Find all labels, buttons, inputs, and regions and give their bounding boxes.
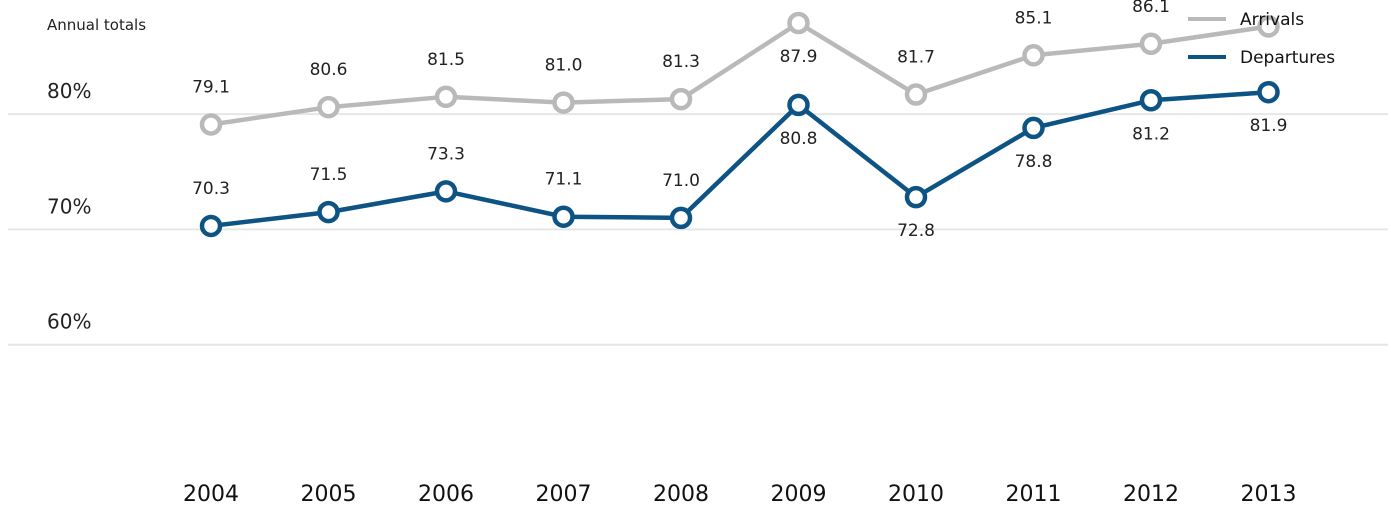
data-label: 79.1 (192, 77, 230, 97)
legend-label: Arrivals (1240, 10, 1304, 30)
data-point (199, 214, 223, 238)
x-tick-label: 2006 (418, 482, 474, 507)
data-point (552, 91, 575, 114)
data-point (1139, 89, 1163, 112)
data-point (787, 11, 810, 35)
chart-subtitle: Annual totals (47, 16, 146, 34)
x-tick-label: 2012 (1123, 482, 1179, 507)
series-line (208, 89, 1271, 229)
data-point (1022, 116, 1045, 140)
data-point (434, 85, 458, 109)
data-labels: 79.180.681.581.081.387.981.785.186.187.6… (192, 0, 1287, 241)
series-line (208, 20, 1271, 127)
data-label: 81.9 (1250, 116, 1288, 136)
data-label: 78.8 (1015, 152, 1053, 172)
x-tick-label: 2004 (183, 482, 239, 507)
data-label: 86.1 (1132, 0, 1170, 17)
data-point (552, 205, 575, 228)
y-axis-ticks: 60%70%80%90% (47, 79, 91, 334)
x-tick-label: 2007 (536, 482, 592, 507)
x-tick-label: 2010 (888, 482, 944, 507)
legend: Arrivals Departures (1188, 10, 1335, 68)
data-label: 71.1 (545, 170, 583, 190)
data-label: 81.3 (662, 52, 700, 72)
data-label: 71.5 (310, 165, 348, 185)
x-tick-label: 2011 (1006, 482, 1062, 507)
data-point (1257, 80, 1280, 104)
data-point (904, 185, 928, 209)
data-label: 81.2 (1132, 124, 1170, 144)
series (199, 11, 1280, 238)
data-label: 71.0 (662, 171, 700, 191)
legend-label: Departures (1240, 48, 1335, 68)
data-label: 70.3 (192, 179, 230, 199)
y-tick-label: 70% (47, 194, 91, 218)
data-point (1139, 32, 1163, 56)
y-tick-label: 80% (47, 79, 91, 103)
data-point (317, 200, 340, 224)
data-point (669, 87, 693, 111)
data-label: 81.5 (427, 50, 465, 70)
data-label: 85.1 (1015, 8, 1053, 28)
x-tick-label: 2005 (301, 482, 357, 507)
data-point (199, 113, 223, 136)
data-point (317, 95, 340, 119)
data-label: 80.8 (780, 129, 818, 149)
data-point (787, 93, 810, 117)
gridlines (8, 113, 1388, 346)
x-tick-label: 2009 (771, 482, 827, 507)
data-label: 87.9 (780, 47, 818, 67)
data-point (434, 180, 458, 203)
x-tick-label: 2013 (1241, 482, 1297, 507)
data-label: 72.8 (897, 221, 935, 241)
y-tick-label: 60% (47, 310, 91, 334)
data-point (904, 83, 928, 106)
data-label: 73.3 (427, 144, 465, 164)
data-label: 81.7 (897, 47, 935, 67)
data-point (1022, 44, 1045, 67)
data-point (1257, 15, 1280, 38)
data-point (669, 206, 693, 230)
x-axis-ticks: 2004 2005 2006 2007 2008 2009 2010 2011 2012 2013 (183, 482, 1297, 507)
x-tick-label: 2008 (653, 482, 709, 507)
data-label: 81.0 (545, 56, 583, 76)
data-label: 80.6 (310, 60, 348, 80)
